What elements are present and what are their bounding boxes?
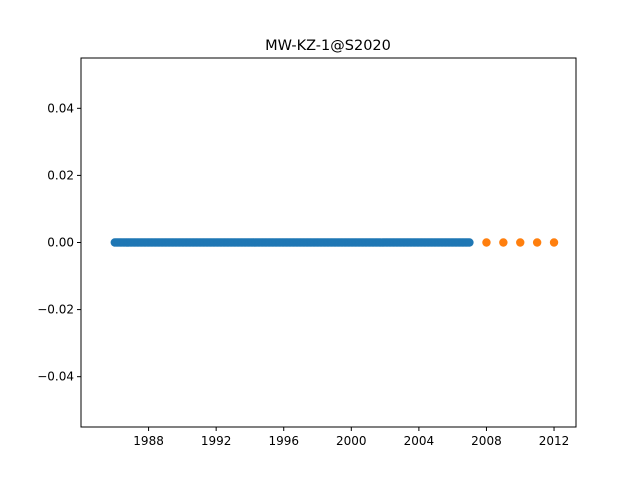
x-tick-label: 2000 xyxy=(336,434,367,448)
x-tick-label: 2012 xyxy=(539,434,570,448)
y-tick-label: −0.02 xyxy=(37,303,74,317)
x-tick-label: 1988 xyxy=(133,434,164,448)
series-observed xyxy=(110,238,474,247)
plot-area xyxy=(110,238,559,247)
x-tick-label: 2008 xyxy=(471,434,502,448)
data-point-forecast xyxy=(482,238,491,247)
data-point-forecast xyxy=(499,238,508,247)
data-point-forecast xyxy=(516,238,525,247)
x-axis: 1988 1992 1996 2000 2004 2008 2012 xyxy=(133,427,569,448)
y-tick-label: 0.00 xyxy=(47,236,74,250)
y-axis: 0.04 0.02 0.00 −0.02 −0.04 xyxy=(37,101,81,384)
y-tick-label: −0.04 xyxy=(37,370,74,384)
x-tick-label: 1992 xyxy=(201,434,232,448)
x-tick-label: 2004 xyxy=(404,434,435,448)
chart-title: MW-KZ-1@S2020 xyxy=(265,38,391,54)
series-forecast xyxy=(482,238,559,247)
data-point-forecast xyxy=(532,238,542,247)
y-tick-label: 0.04 xyxy=(47,101,74,115)
data-point-observed xyxy=(465,238,474,247)
data-point-forecast xyxy=(549,238,559,247)
y-tick-label: 0.02 xyxy=(47,168,74,182)
x-tick-label: 1996 xyxy=(268,434,299,448)
